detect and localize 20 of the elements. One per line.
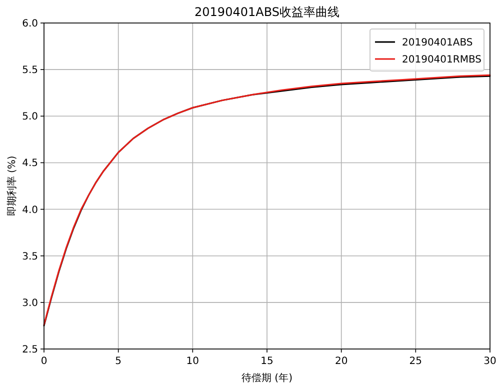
x-tick-label: 0 (40, 356, 48, 367)
y-tick-label: 3.0 (22, 298, 38, 309)
x-axis-title: 待偿期 (年) (242, 372, 293, 384)
y-tick-label: 5.0 (22, 112, 38, 123)
x-tick-label: 15 (260, 356, 274, 367)
x-tick-label: 20 (334, 356, 348, 367)
legend-label: 20190401ABS (402, 38, 473, 48)
x-tick-label: 25 (409, 356, 422, 367)
y-axis-title: 即期利率 (%) (6, 156, 18, 216)
y-tick-label: 2.5 (22, 344, 38, 356)
x-tick-label: 30 (484, 356, 496, 367)
y-tick-label: 4.5 (22, 158, 38, 170)
y-tick-label: 3.5 (22, 251, 38, 262)
x-tick-label: 10 (186, 356, 200, 367)
y-tick-label: 5.5 (22, 65, 38, 76)
x-tick-label: 5 (115, 356, 122, 367)
legend-label: 20190401RMBS (402, 54, 482, 66)
chart-title: 20190401ABS收益率曲线 (194, 5, 340, 19)
y-tick-label: 4.0 (22, 204, 38, 216)
y-tick-label: 6.0 (22, 18, 38, 30)
